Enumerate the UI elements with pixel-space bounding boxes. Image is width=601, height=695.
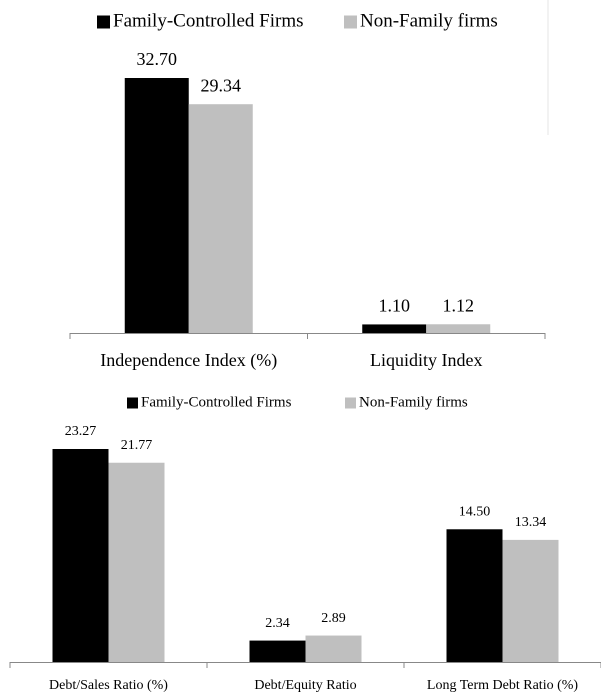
bar (124, 78, 189, 333)
legend-swatch (345, 397, 356, 409)
bar (52, 449, 109, 662)
legend-label: Non-Family firms (359, 394, 468, 410)
value-label: 21.77 (121, 438, 153, 453)
bar (108, 462, 165, 662)
legend-label: Non-Family firms (360, 10, 498, 31)
x-tick-label: Debt/Equity Ratio (254, 678, 356, 693)
value-label: 23.27 (65, 424, 97, 439)
legend-label: Family-Controlled Firms (113, 10, 304, 31)
legend-swatch (97, 15, 110, 29)
legend-swatch (127, 397, 138, 409)
legend-swatch (344, 15, 357, 29)
bar (249, 640, 306, 662)
x-tick-label: Liquidity Index (370, 350, 482, 370)
bar (188, 104, 253, 333)
value-label: 14.50 (459, 504, 491, 519)
bar (305, 635, 362, 662)
bar (426, 324, 491, 333)
value-label: 1.12 (443, 295, 475, 315)
value-label: 2.89 (321, 611, 346, 626)
value-label: 29.34 (201, 75, 242, 95)
bar (446, 529, 503, 662)
value-label: 32.70 (137, 49, 178, 69)
value-label: 13.34 (515, 515, 547, 530)
value-label: 2.34 (265, 616, 290, 631)
value-label: 1.10 (379, 296, 411, 316)
bar (362, 324, 427, 333)
x-tick-label: Debt/Sales Ratio (%) (49, 678, 168, 693)
x-tick-label: Independence Index (%) (100, 350, 277, 371)
bar (502, 539, 559, 662)
legend-label: Family-Controlled Firms (141, 394, 292, 410)
x-tick-label: Long Term Debt Ratio (%) (427, 678, 579, 693)
